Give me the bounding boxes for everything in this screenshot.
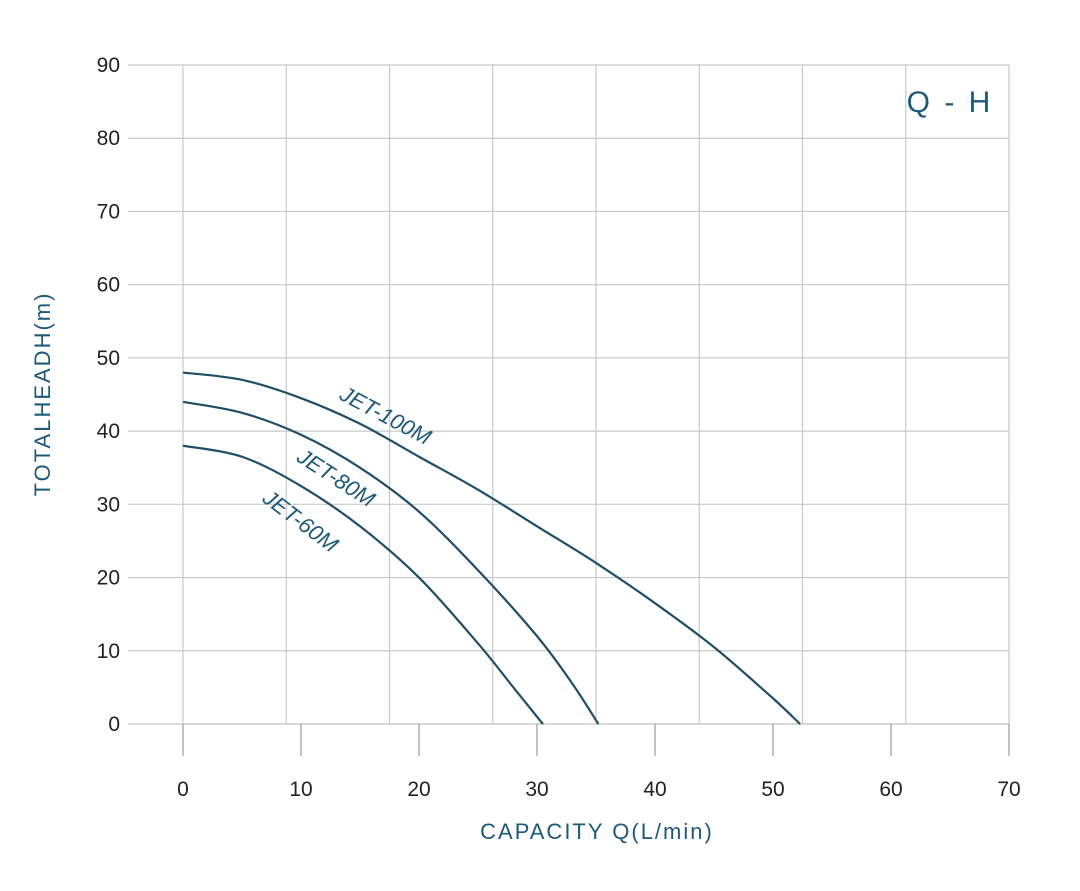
x-tick-label: 40	[643, 778, 666, 801]
curves	[182, 371, 801, 725]
x-axis-label: CAPACITY Q(L/min)	[480, 819, 714, 844]
x-tick-label: 60	[879, 778, 902, 801]
y-tick-label: 0	[108, 713, 120, 736]
x-tick-label: 20	[407, 778, 430, 801]
y-tick-label: 40	[97, 420, 120, 443]
y-tick-label: 60	[97, 274, 120, 297]
x-tick-label: 10	[289, 778, 312, 801]
y-tick-label: 80	[97, 127, 120, 150]
y-tick-label: 20	[97, 567, 120, 590]
y-tick-label: 50	[97, 347, 120, 370]
chart-title: Q - H	[907, 86, 994, 119]
series-label-jet-100m: JET-100M	[335, 381, 436, 451]
x-tick-label: 50	[761, 778, 784, 801]
y-tick-label: 10	[97, 640, 120, 663]
series-label-jet-60m: JET-60M	[257, 484, 343, 557]
series-line-jet-80m	[182, 400, 600, 725]
series-line-jet-60m	[182, 444, 544, 725]
y-axis-label: TOTALHEADH(m)	[30, 292, 55, 497]
x-tick-label: 0	[177, 778, 189, 801]
axis-ticks: 0 10 20 30 40 50 60 70 0 10 20 30 40 50 60 70 80 90	[97, 54, 1021, 801]
y-tick-label: 70	[97, 200, 120, 223]
grid	[128, 64, 1010, 725]
series-line-jet-100m	[182, 371, 801, 725]
y-tick-label: 30	[97, 493, 120, 516]
x-tick-label: 30	[525, 778, 548, 801]
y-tick-label: 90	[97, 54, 120, 77]
x-tick-label: 70	[997, 778, 1020, 801]
